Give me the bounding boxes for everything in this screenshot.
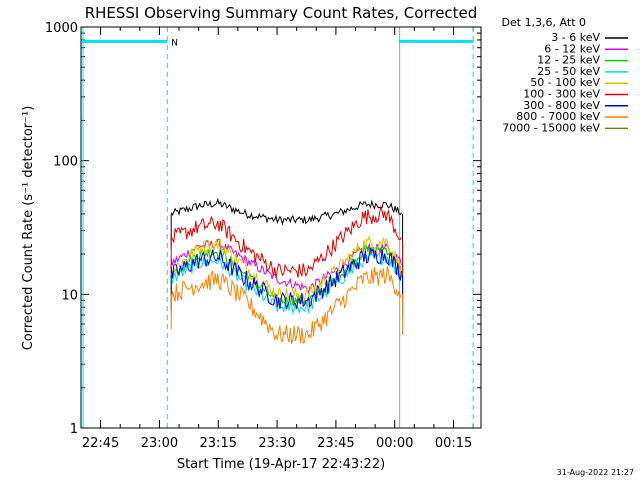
footer-date: 31-Aug-2022 21:27 [557,468,634,477]
legend-label: 25 - 50 keV [537,65,600,78]
x-tick-label: 23:45 [317,436,354,451]
x-tick-label: 00:00 [376,436,413,451]
legend-label: 7000 - 15000 keV [502,121,600,134]
x-tick-label: 23:30 [258,436,295,451]
x-tick-label: 00:15 [435,436,472,451]
series-line [170,266,402,345]
axis-ticks [81,27,481,429]
y-axis-label: Corrected Count Rate (s⁻¹ detector⁻¹) [21,106,36,351]
y-tick-label: 1000 [45,21,78,36]
legend-label: 100 - 300 keV [523,88,600,101]
series-line [170,197,402,226]
legend-label: 300 - 800 keV [523,99,600,112]
x-tick-label: 23:00 [141,436,178,451]
series-line [170,247,402,310]
legend-label: 12 - 25 keV [537,54,600,67]
legend-label: 6 - 12 keV [544,42,600,55]
interval-markers: N [82,27,474,428]
x-tick-label: 23:15 [200,436,237,451]
legend-label: 3 - 6 keV [551,31,600,44]
plot-frame [80,26,482,429]
y-tick-label: 100 [53,155,78,170]
interval-label: N [171,38,178,48]
legend-label: 800 - 7000 keV [516,110,600,123]
legend-label: 50 - 100 keV [530,76,600,89]
y-tick-label: 10 [61,288,78,303]
series-layer [170,197,404,345]
x-axis-label: Start Time (19-Apr-17 22:43:22) [177,457,385,472]
y-tick-labels: 1 10 100 1000 [45,21,78,437]
series-line [170,235,402,303]
y-tick-label: 1 [70,422,78,437]
chart-title: RHESSI Observing Summary Count Rates, Co… [85,4,478,22]
legend-title: Det 1,3,6, Att 0 [502,16,586,29]
x-tick-labels: 22:45 23:00 23:15 23:30 23:45 00:00 00:15 [82,436,472,451]
x-tick-label: 22:45 [82,436,119,451]
series-line [170,205,402,279]
